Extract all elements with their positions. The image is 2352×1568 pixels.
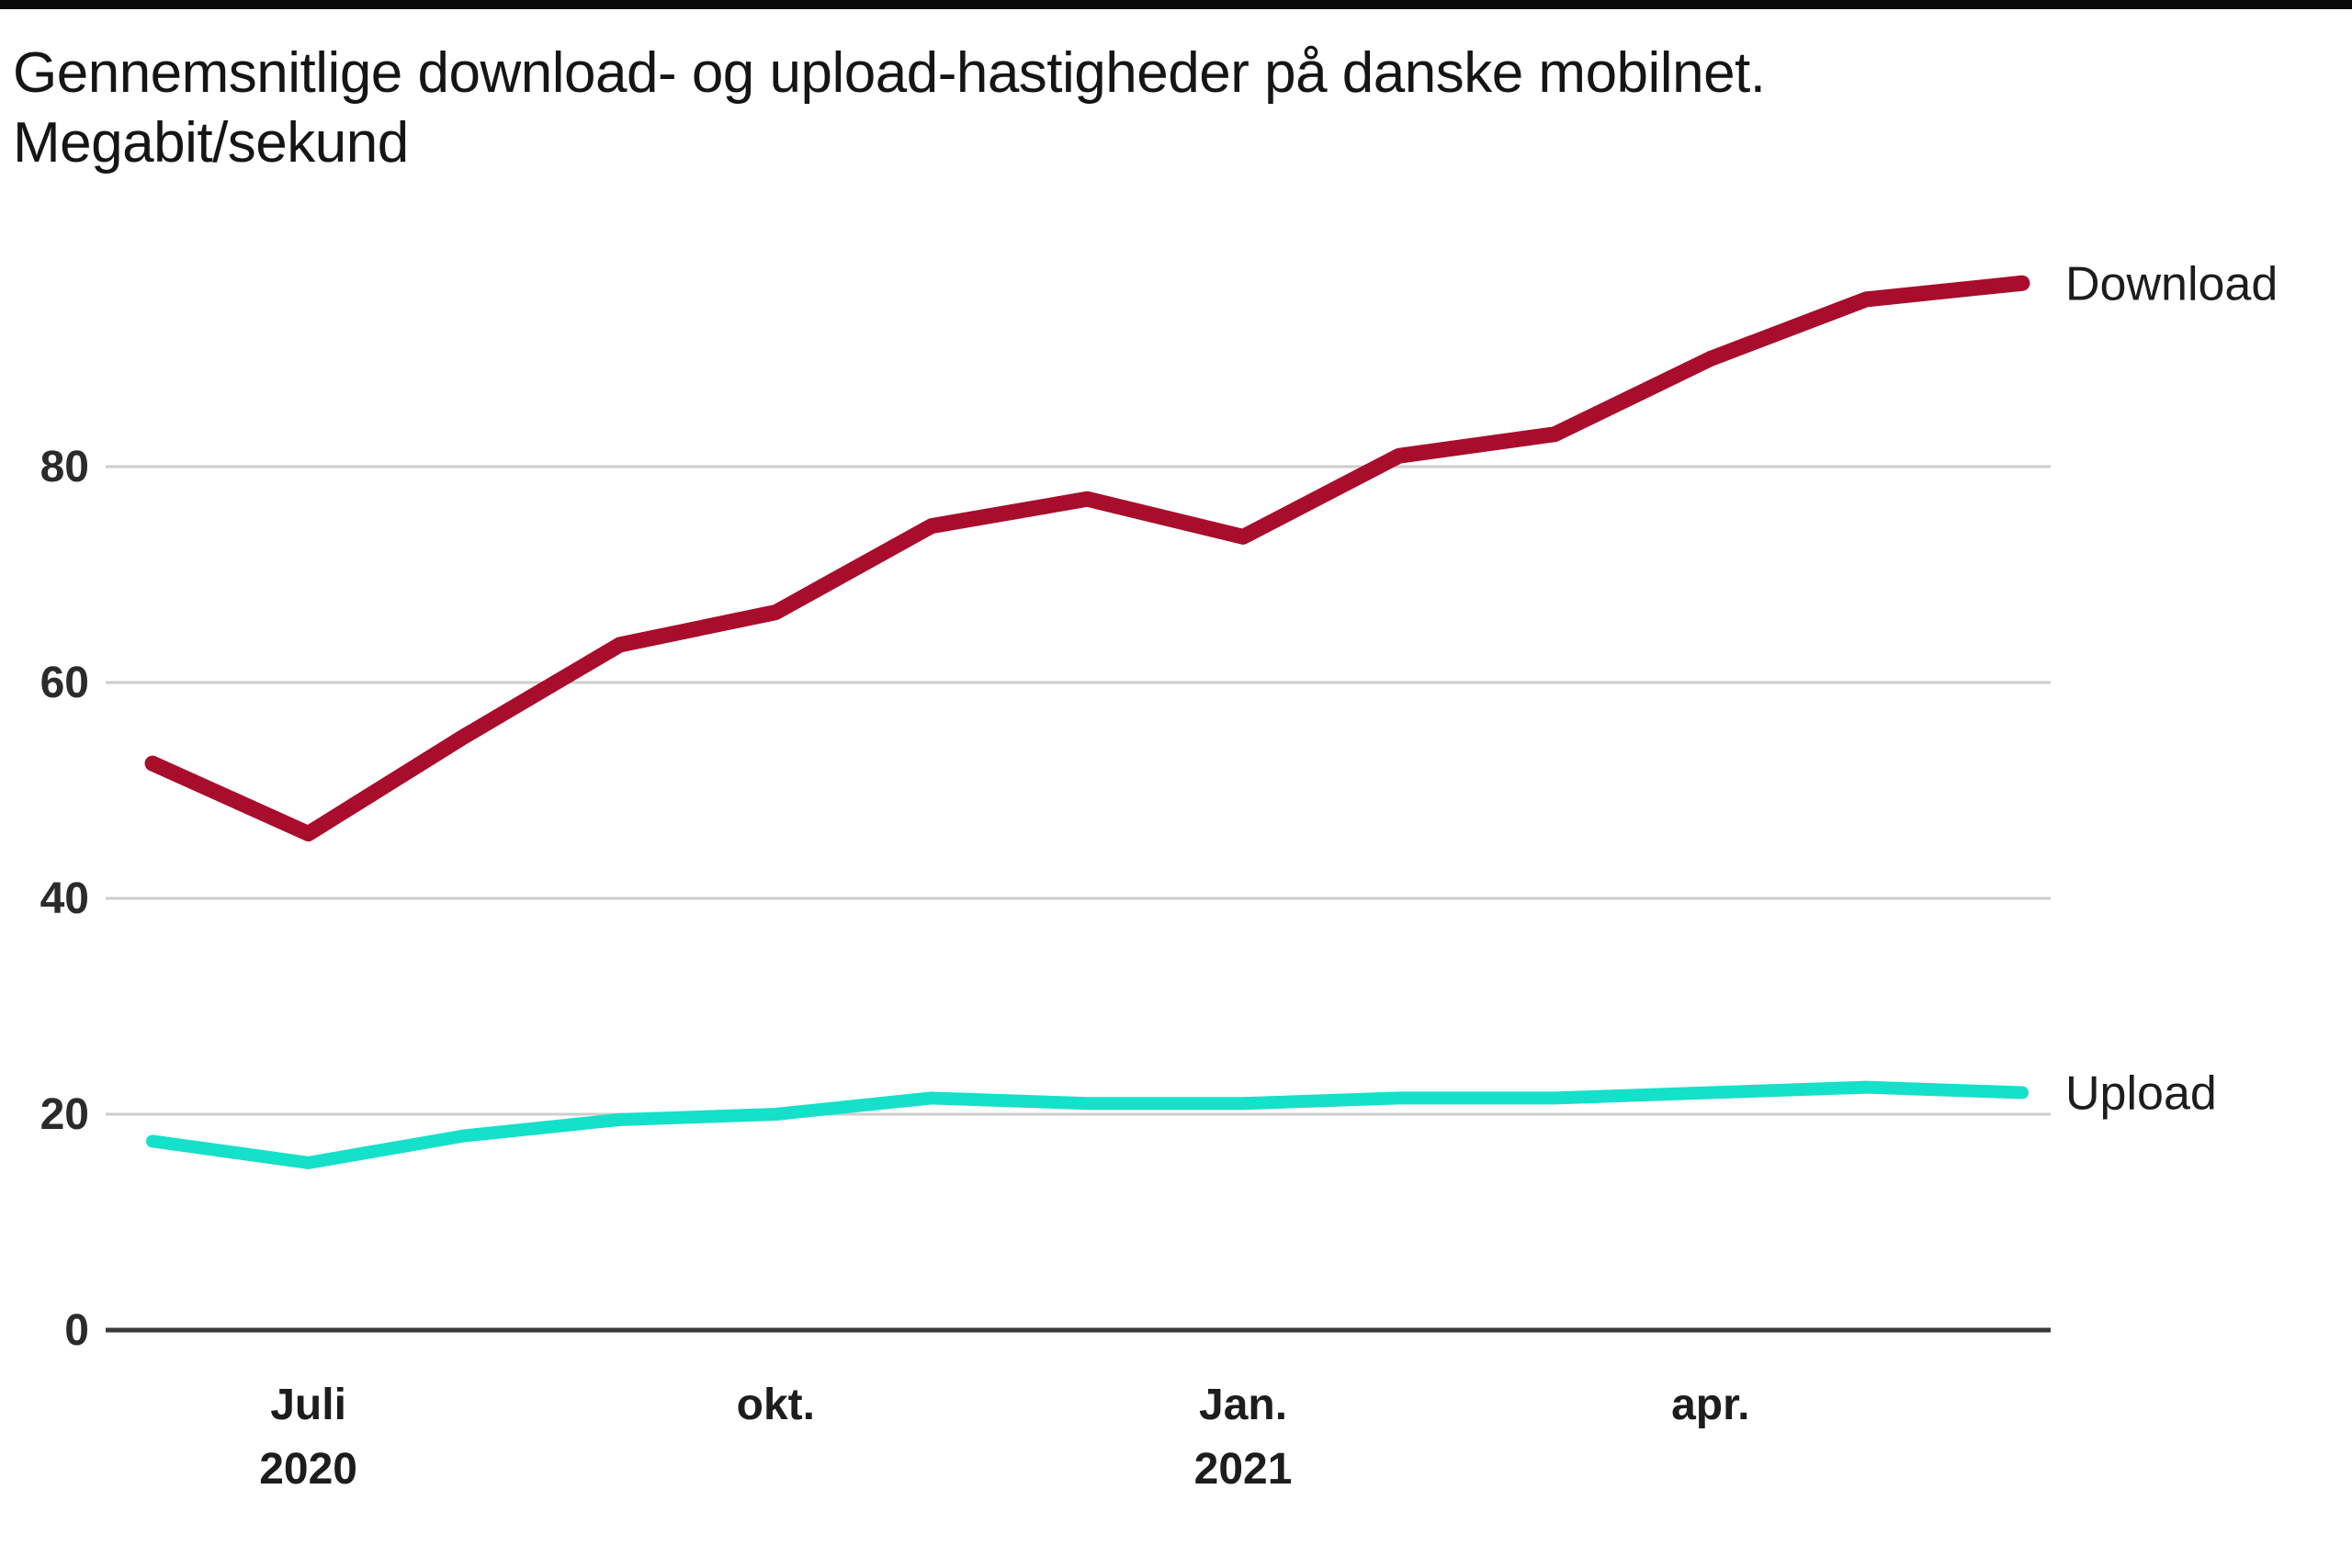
- x-tick-label-jan: Jan.: [1199, 1381, 1287, 1429]
- upload-series-label: Upload: [2065, 1067, 2217, 1121]
- download-line: [144, 275, 2030, 841]
- upload-line: [146, 1080, 2029, 1169]
- y-tick-label-20: 20: [40, 1090, 89, 1139]
- y-tick-label-80: 80: [40, 443, 89, 491]
- chart-title-line2: Megabit/sekund: [13, 111, 409, 175]
- y-tick-label-40: 40: [40, 874, 89, 923]
- download-series-label: Download: [2065, 257, 2278, 310]
- x-tick-year-2020: 2020: [259, 1445, 357, 1494]
- chart-title-line1: Gennemsnitlige download- og upload-hasti…: [13, 41, 1766, 105]
- y-tick-label-0: 0: [64, 1306, 89, 1355]
- chart-title: Gennemsnitlige download- og upload-hasti…: [13, 39, 1766, 178]
- y-tick-label-60: 60: [40, 659, 89, 707]
- top-border-bar: [0, 0, 2352, 9]
- x-tick-label-juli: Juli: [270, 1381, 346, 1429]
- x-tick-label-okt: okt.: [737, 1381, 815, 1429]
- x-tick-year-2021: 2021: [1194, 1445, 1293, 1494]
- x-tick-label-apr: apr.: [1671, 1381, 1749, 1429]
